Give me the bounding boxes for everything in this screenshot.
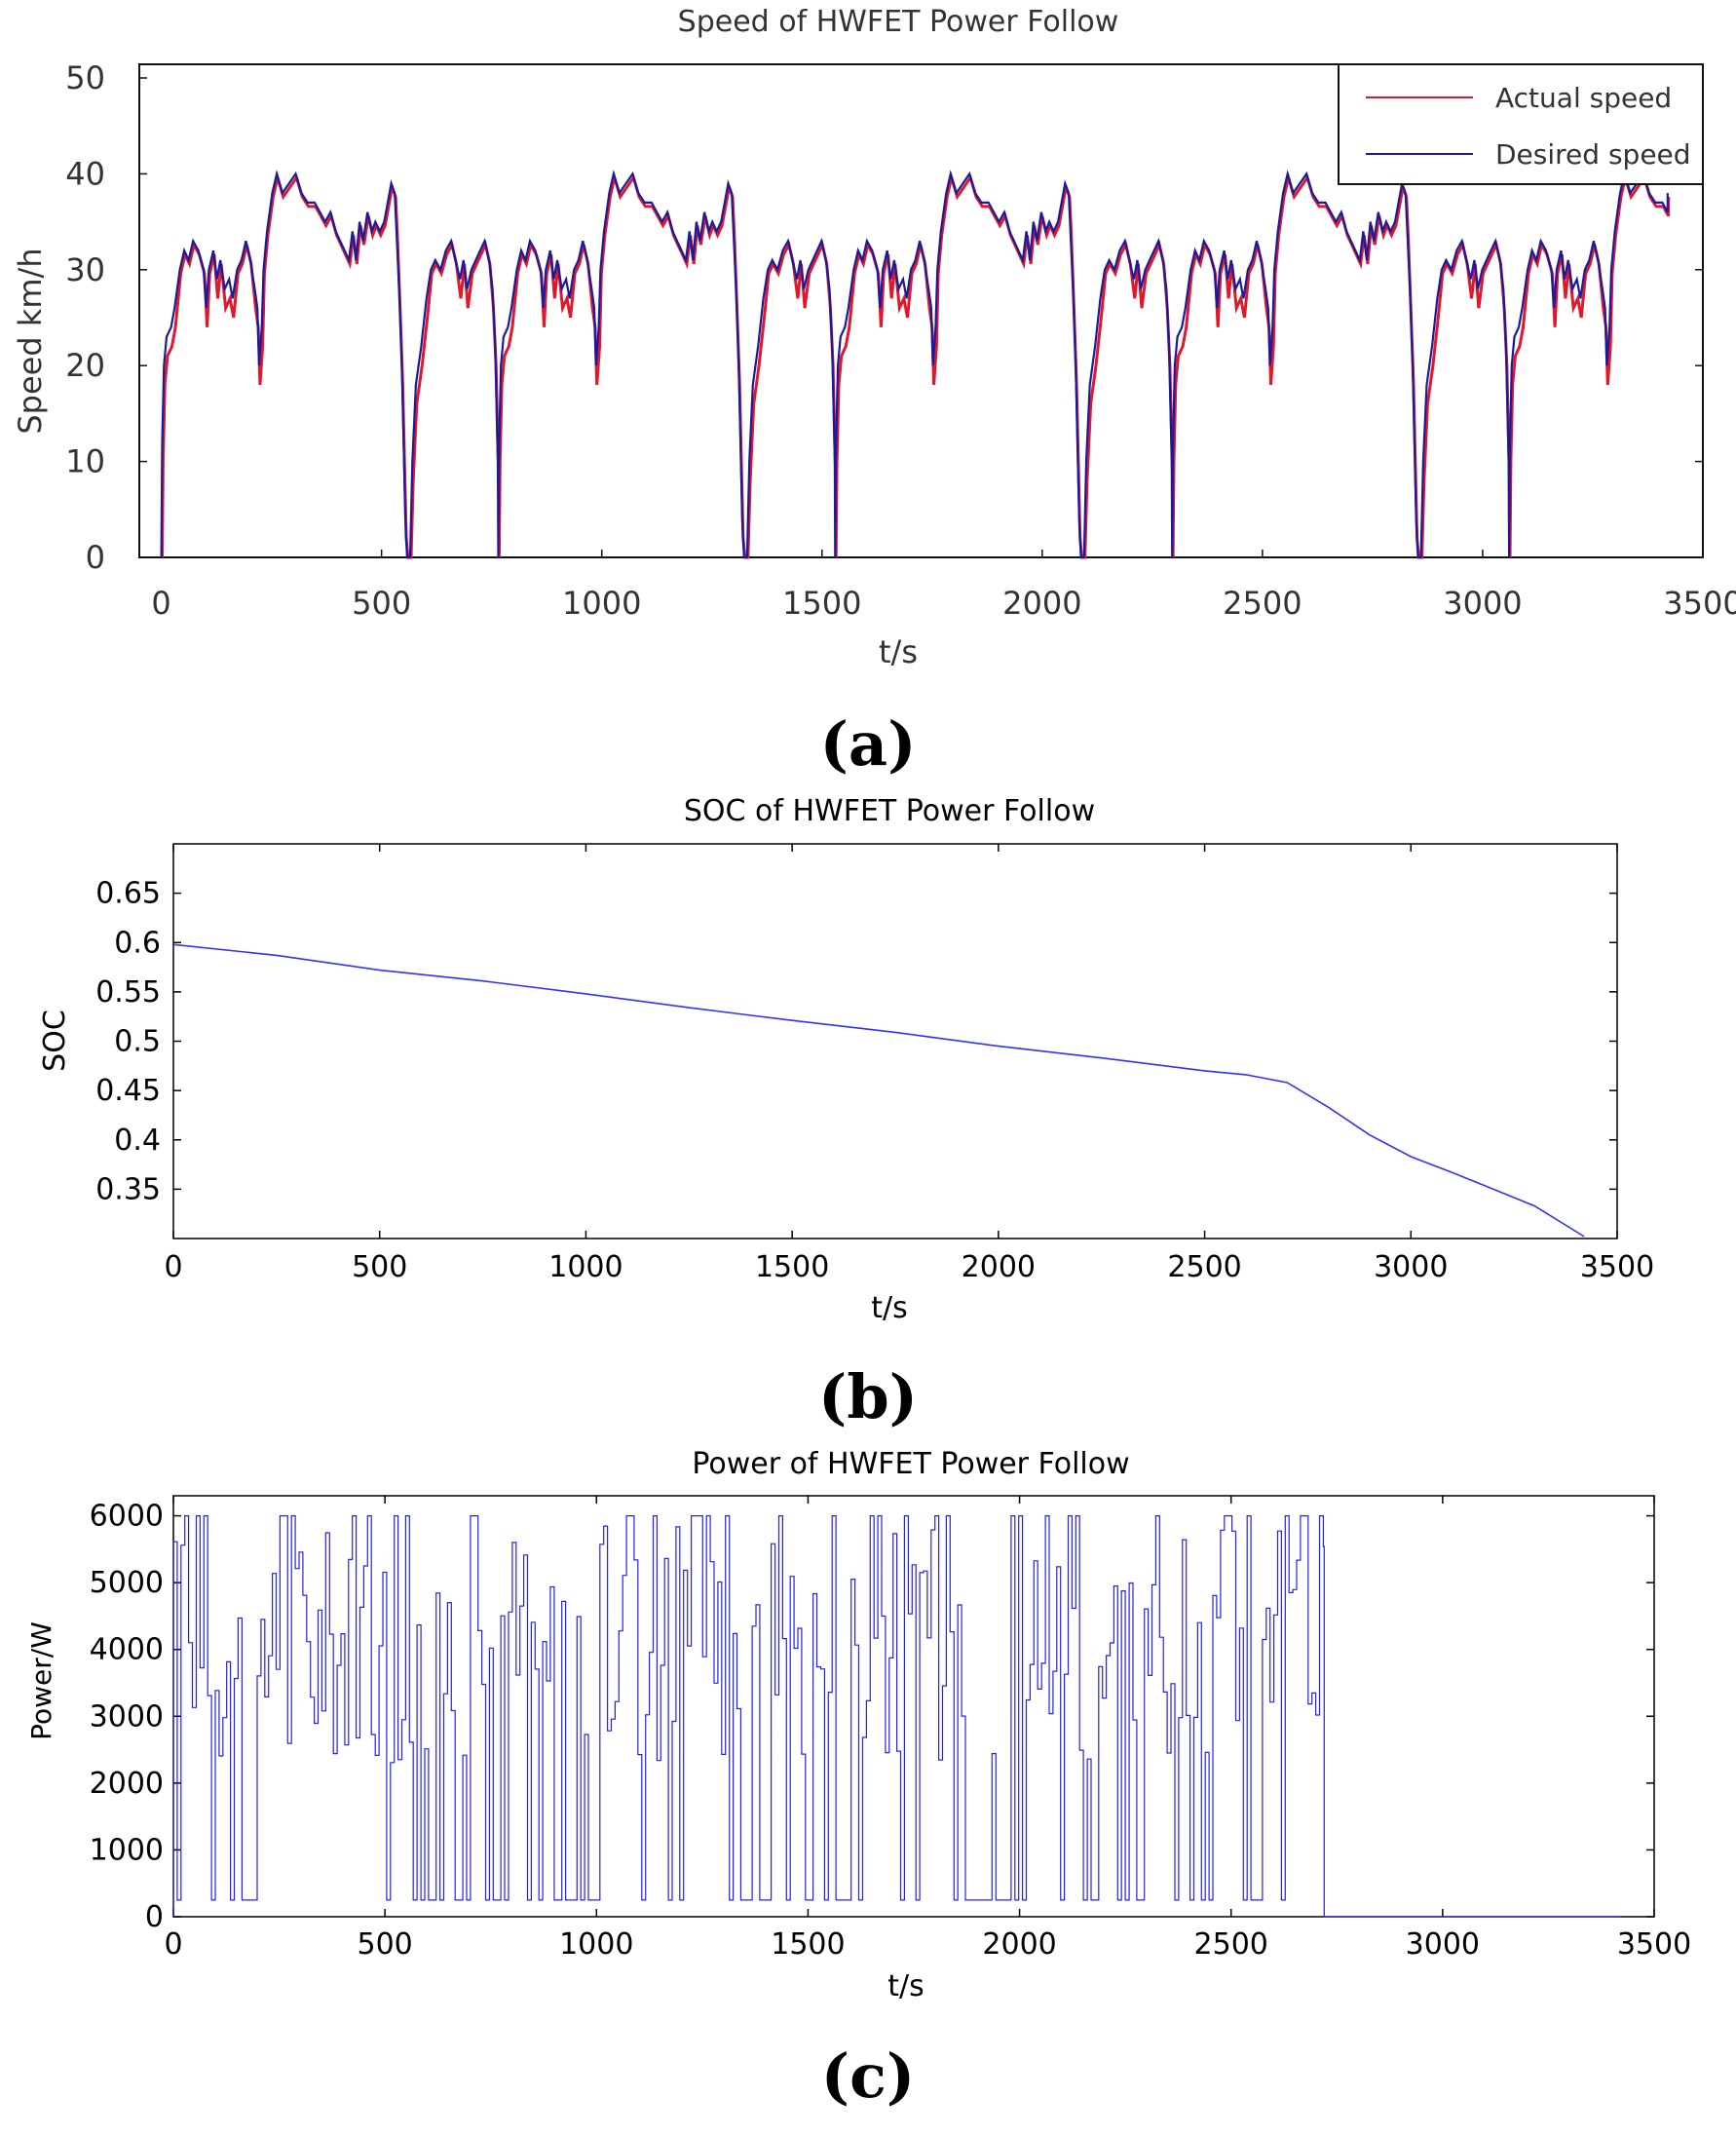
legend-desired-label: Desired speed xyxy=(1495,138,1691,171)
speed-ytick-label: 50 xyxy=(65,59,105,96)
legend-actual-label: Actual speed xyxy=(1495,82,1672,114)
power-xtick-label: 500 xyxy=(358,1927,413,1962)
soc-ylabel: SOC xyxy=(38,1010,72,1072)
soc-chart-title: SOC of HWFET Power Follow xyxy=(684,794,1095,828)
speed-ytick-label: 20 xyxy=(65,347,105,384)
power-xtick-label: 1500 xyxy=(771,1927,845,1962)
power-ylabel: Power/W xyxy=(25,1621,57,1740)
power-xlabel: t/s xyxy=(887,1969,925,2003)
soc-xtick-label: 1500 xyxy=(755,1250,829,1284)
soc-ytick-label: 0.35 xyxy=(95,1172,161,1206)
panel-label-b: (b) xyxy=(818,1361,918,1432)
soc-xtick-label: 3000 xyxy=(1374,1250,1448,1284)
speed-xtick-label: 0 xyxy=(151,585,170,622)
soc-plot-area xyxy=(172,843,1618,1239)
legend-box xyxy=(1338,63,1704,185)
speed-chart-title: Speed of HWFET Power Follow xyxy=(678,5,1119,39)
soc-ytick-label: 0.4 xyxy=(114,1124,161,1158)
speed-xtick-label: 500 xyxy=(352,585,411,622)
power-ytick-label: 5000 xyxy=(90,1566,164,1600)
speed-xlabel: t/s xyxy=(879,633,918,670)
soc-xtick-label: 500 xyxy=(352,1250,407,1284)
power-chart: Power of HWFET Power Follow 0 500 1000 1500… xyxy=(25,1447,1691,2112)
speed-chart: Speed of HWFET Power Follow 0 500 1000 1500… xyxy=(12,5,1736,780)
series-soc xyxy=(172,943,1585,1238)
power-ytick-label: 4000 xyxy=(90,1633,164,1667)
power-chart-title: Power of HWFET Power Follow xyxy=(692,1447,1129,1481)
speed-ytick-label: 30 xyxy=(65,251,105,288)
panel-label-a: (a) xyxy=(820,708,917,780)
speed-xtick-label: 3500 xyxy=(1663,585,1736,622)
speed-xtick-label: 2000 xyxy=(1002,585,1081,622)
power-xtick-label: 1000 xyxy=(559,1927,633,1962)
power-xtick-label: 2000 xyxy=(982,1927,1056,1962)
power-xtick-label: 0 xyxy=(164,1927,182,1962)
soc-ytick-label: 0.45 xyxy=(95,1074,161,1108)
speed-legend: Actual speed Desired speed xyxy=(1338,63,1704,185)
power-xtick-label: 2500 xyxy=(1194,1927,1268,1962)
soc-xtick-label: 2000 xyxy=(962,1250,1036,1284)
soc-ytick-label: 0.65 xyxy=(95,877,161,911)
speed-xtick-label: 1000 xyxy=(562,585,641,622)
power-ytick-label: 1000 xyxy=(90,1833,164,1867)
panel-label-c: (c) xyxy=(821,2040,915,2112)
speed-xtick-label: 3000 xyxy=(1443,585,1522,622)
soc-xlabel: t/s xyxy=(871,1291,908,1325)
soc-xtick-label: 1000 xyxy=(548,1250,623,1284)
power-xtick-label: 3000 xyxy=(1406,1927,1480,1962)
soc-ytick-label: 0.6 xyxy=(114,926,161,960)
power-ytick-label: 6000 xyxy=(90,1500,164,1534)
power-ytick-label: 0 xyxy=(145,1900,164,1934)
speed-ytick-label: 0 xyxy=(86,539,105,576)
soc-xtick-label: 3500 xyxy=(1580,1250,1654,1284)
power-ytick-label: 2000 xyxy=(90,1767,164,1801)
soc-ytick-label: 0.5 xyxy=(114,1025,161,1059)
speed-ylabel: Speed km/h xyxy=(12,248,49,434)
soc-xtick-label: 0 xyxy=(164,1250,182,1284)
speed-xtick-label: 2500 xyxy=(1223,585,1302,622)
speed-xtick-label: 1500 xyxy=(782,585,861,622)
series-power xyxy=(172,1515,1621,1918)
power-ytick-label: 3000 xyxy=(90,1699,164,1734)
speed-ytick-label: 40 xyxy=(65,155,105,192)
soc-xtick-label: 2500 xyxy=(1167,1250,1241,1284)
power-plot-area xyxy=(172,1495,1655,1918)
soc-ytick-label: 0.55 xyxy=(95,975,161,1010)
power-xtick-label: 3500 xyxy=(1617,1927,1691,1962)
series-desired-speed xyxy=(160,170,1669,559)
soc-chart: SOC of HWFET Power Follow 0 500 1000 1500 20… xyxy=(38,794,1654,1432)
speed-ytick-label: 10 xyxy=(65,443,105,480)
